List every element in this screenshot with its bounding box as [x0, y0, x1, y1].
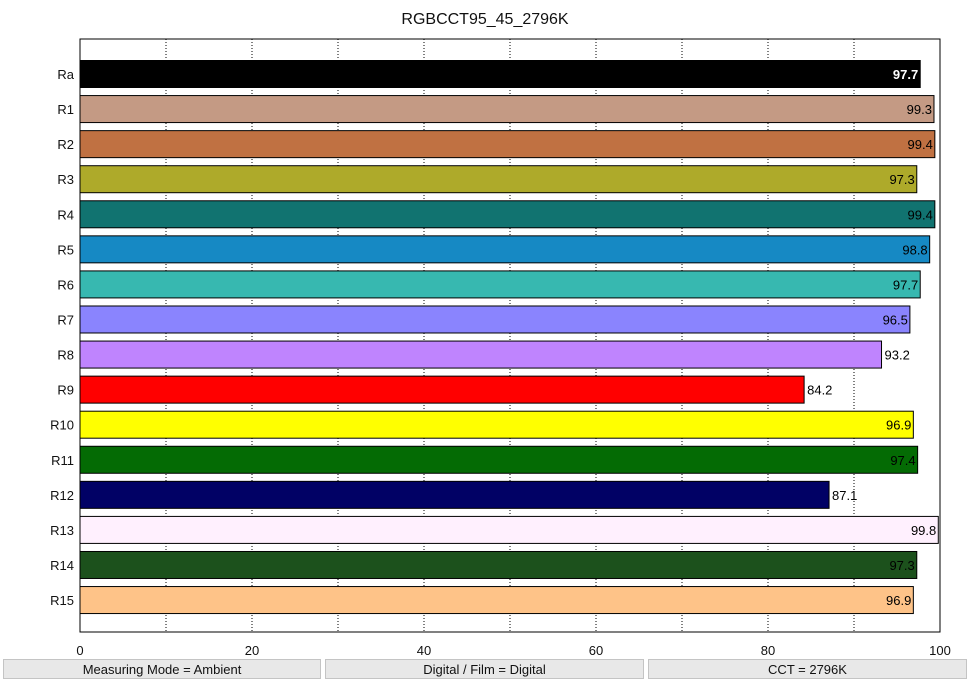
bar-r1 [79, 95, 935, 124]
value-label-r14: 97.3 [889, 558, 914, 573]
y-category-label: R1 [57, 102, 74, 117]
bar-ra [79, 60, 921, 88]
bar-r14 [79, 550, 918, 579]
y-category-label: R4 [57, 207, 74, 222]
value-label-r4: 99.4 [908, 207, 933, 222]
y-category-label: R5 [57, 242, 74, 257]
value-label-ra: 97.7 [893, 67, 918, 82]
status-footer: Measuring Mode = Ambient Digital / Film … [0, 657, 970, 683]
value-label-r12: 87.1 [832, 488, 857, 503]
digital-film-label: Digital / Film = Digital [423, 661, 546, 677]
y-category-label: R6 [57, 277, 74, 292]
bar-r4 [79, 200, 936, 229]
chart: RGBCCT95_45_2796K Ra R1 R2 R3 R4 R5 R6 R7 R8 R9 R1… [50, 11, 951, 657]
chart-title: RGBCCT95_45_2796K [401, 11, 569, 28]
value-label-r15: 96.9 [886, 593, 911, 608]
y-category-label: R7 [57, 312, 74, 327]
bars [79, 60, 939, 615]
bar-r2 [79, 130, 936, 159]
bar-r13 [79, 515, 939, 544]
x-axis-ticks: 0 20 40 60 80 100 [76, 643, 950, 657]
x-tick-label: 0 [76, 643, 83, 657]
value-label-r1: 99.3 [907, 102, 932, 117]
bar-r12 [79, 480, 830, 509]
x-tick-label: 80 [761, 643, 775, 657]
value-label-r11: 97.4 [890, 453, 915, 468]
cct-box: CCT = 2796K [648, 659, 967, 679]
y-category-label: R13 [50, 523, 74, 538]
bar-r5 [79, 235, 931, 264]
value-label-r10: 96.9 [886, 418, 911, 433]
y-category-label: R3 [57, 172, 74, 187]
y-category-label: R2 [57, 137, 74, 152]
y-category-label: R10 [50, 418, 74, 433]
bar-r8 [79, 340, 883, 369]
bar-r6 [79, 270, 921, 299]
digital-film-box: Digital / Film = Digital [325, 659, 644, 679]
value-label-r3: 97.3 [889, 172, 914, 187]
bar-r10 [79, 410, 914, 439]
y-category-label: R9 [57, 383, 74, 398]
cct-label: CCT = 2796K [768, 661, 847, 677]
measuring-mode-label: Measuring Mode = Ambient [82, 661, 242, 677]
bar-r7 [79, 305, 911, 334]
y-category-label: R14 [50, 558, 74, 573]
value-label-r5: 98.8 [902, 242, 927, 257]
value-label-r7: 96.5 [883, 312, 908, 327]
x-tick-label: 40 [417, 643, 431, 657]
value-labels: 97.7 99.3 99.4 97.3 99.4 98.8 97.7 96.5 93.2 84.2… [807, 67, 936, 608]
y-category-label: Ra [57, 67, 74, 82]
y-category-label: R12 [50, 488, 74, 503]
x-tick-label: 20 [245, 643, 259, 657]
value-label-r8: 93.2 [885, 348, 910, 363]
bar-r11 [79, 445, 919, 474]
x-tick-label: 100 [929, 643, 951, 657]
y-category-label: R11 [51, 453, 74, 468]
bar-r15 [79, 586, 914, 615]
x-tick-label: 60 [589, 643, 603, 657]
y-category-label: R8 [57, 348, 74, 363]
value-label-r6: 97.7 [893, 277, 918, 292]
measuring-mode-box: Measuring Mode = Ambient [3, 659, 321, 679]
bar-r3 [79, 165, 918, 194]
y-category-label: R15 [50, 593, 74, 608]
y-axis-labels: Ra R1 R2 R3 R4 R5 R6 R7 R8 R9 R10 R11 R12 R13 R14 R15 [50, 67, 75, 608]
bar-r9 [79, 375, 805, 404]
value-label-r13: 99.8 [911, 523, 936, 538]
value-label-r2: 99.4 [908, 137, 933, 152]
value-label-r9: 84.2 [807, 383, 832, 398]
